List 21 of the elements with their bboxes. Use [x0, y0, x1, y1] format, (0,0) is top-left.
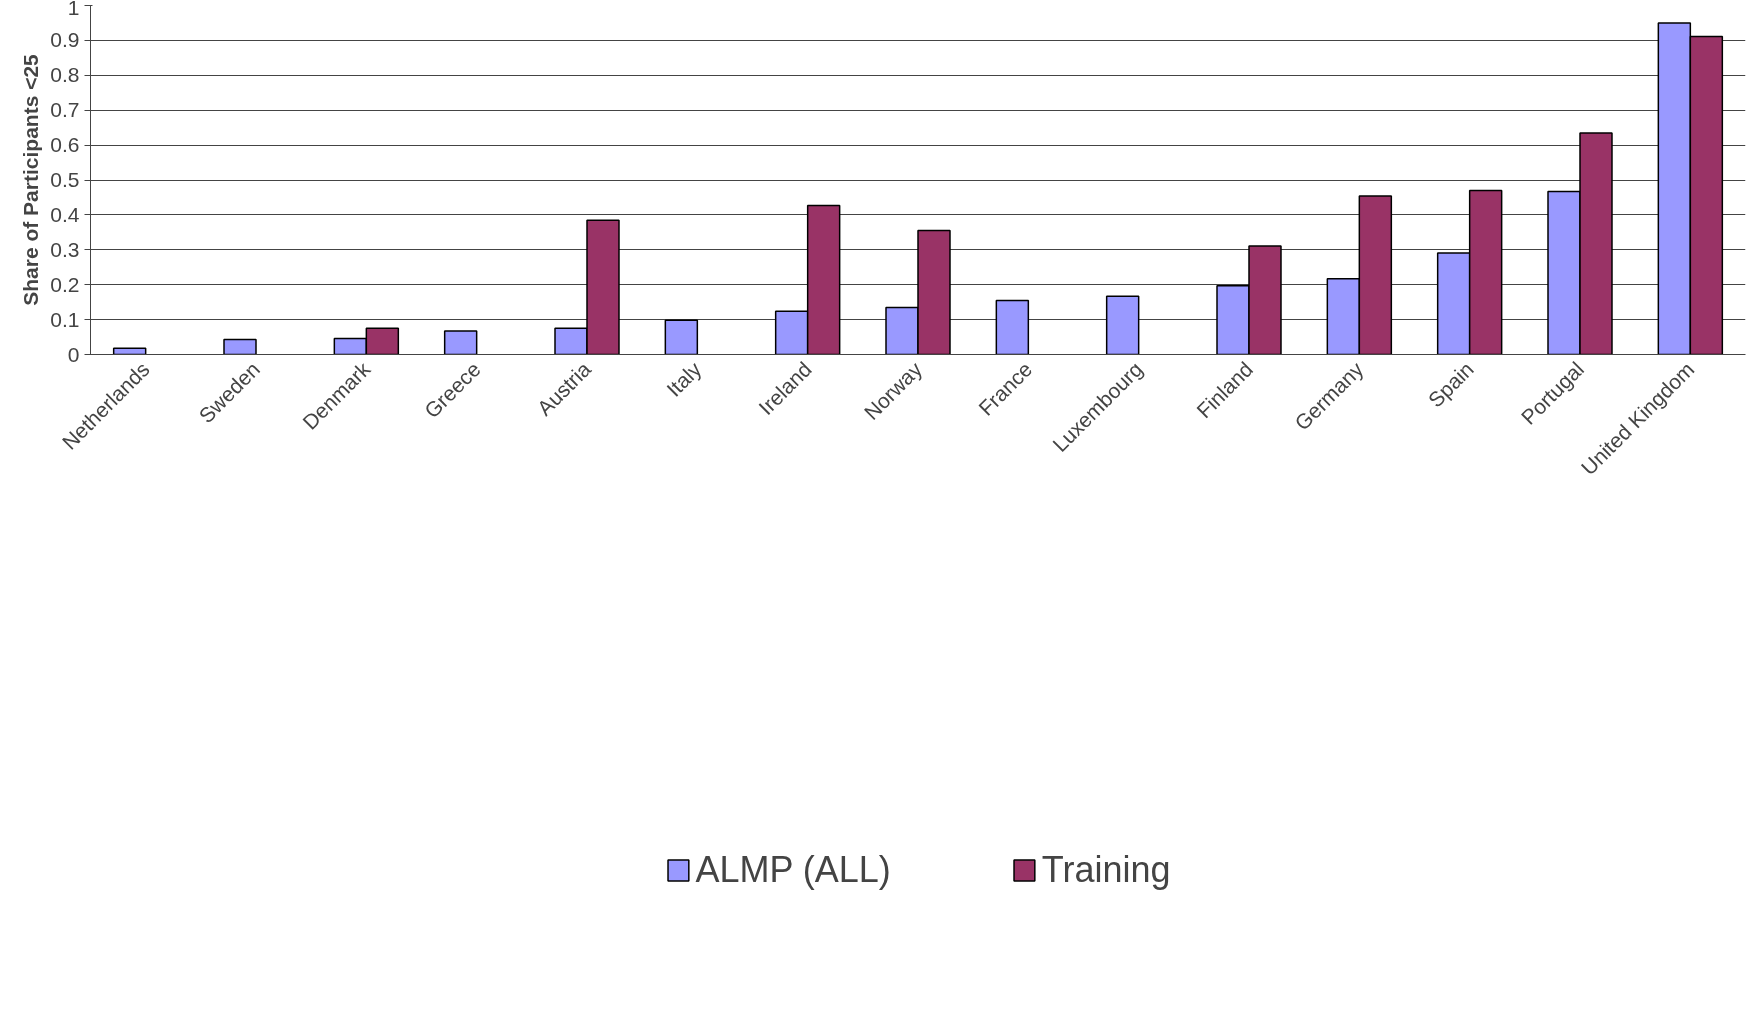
bar: [664, 319, 699, 355]
y-axis-title: Share of Participants <25: [19, 53, 43, 306]
bar: [1105, 295, 1140, 355]
y-tick-label: 0.2: [50, 272, 80, 296]
x-tick-label: Italy: [661, 357, 706, 401]
y-tick-label: 1: [67, 0, 80, 19]
legend-label: ALMP (ALL): [695, 848, 891, 891]
y-tick-label: 0.5: [50, 168, 80, 191]
bar: [995, 299, 1030, 355]
y-tick-label: 0.8: [50, 63, 80, 87]
legend-label: Training: [1041, 848, 1171, 891]
bar: [443, 330, 478, 355]
y-tick-label: 0.3: [50, 237, 80, 261]
y-tick-label: 0.4: [50, 202, 80, 226]
y-tick-label: 0.9: [50, 28, 80, 52]
y-tick-label: 0.6: [50, 133, 80, 157]
y-tick-label: 0.1: [50, 307, 80, 331]
bar: [223, 338, 257, 355]
bar: [112, 347, 147, 355]
y-tick-label: 0.7: [50, 98, 80, 122]
y-tick-label: 0: [67, 342, 80, 366]
